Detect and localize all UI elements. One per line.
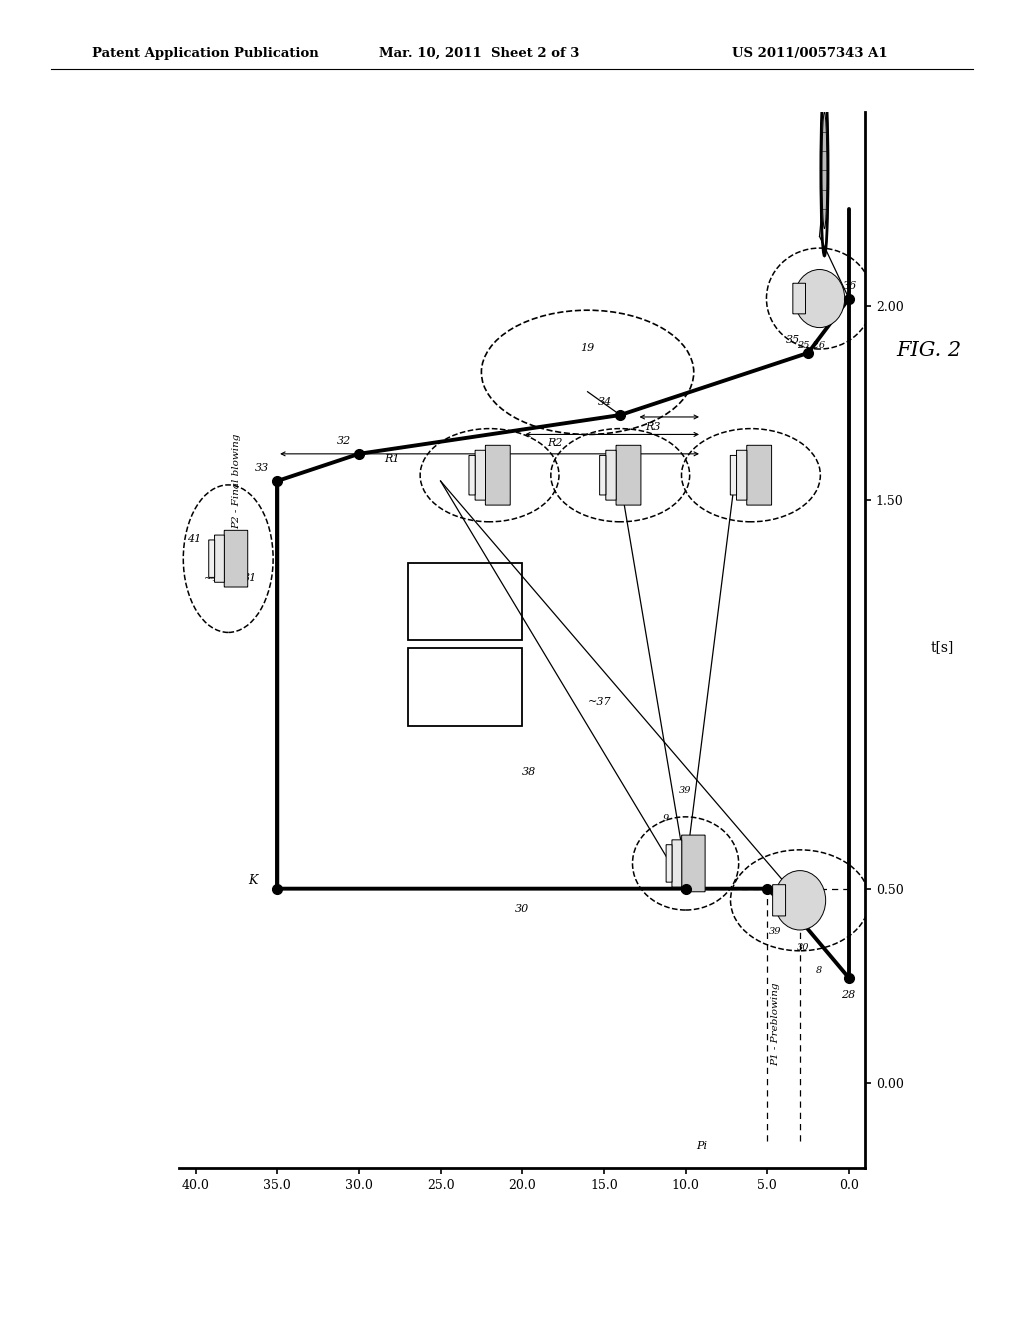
FancyBboxPatch shape — [209, 540, 215, 577]
Text: 41: 41 — [187, 535, 202, 544]
Text: R2: R2 — [547, 438, 562, 447]
Text: R1: R1 — [384, 454, 399, 463]
Text: 40: 40 — [678, 838, 690, 846]
Text: 34: 34 — [598, 397, 612, 408]
FancyBboxPatch shape — [672, 840, 682, 887]
Text: Patent Application Publication: Patent Application Publication — [92, 46, 318, 59]
Text: 8: 8 — [816, 966, 822, 975]
Text: 31: 31 — [244, 573, 258, 583]
FancyBboxPatch shape — [600, 455, 606, 495]
Text: Pi: Pi — [696, 1140, 708, 1151]
Text: 30: 30 — [797, 942, 809, 952]
FancyBboxPatch shape — [469, 455, 475, 495]
FancyBboxPatch shape — [793, 284, 806, 314]
Text: 33: 33 — [255, 463, 269, 474]
FancyBboxPatch shape — [682, 836, 706, 892]
Text: K: K — [248, 874, 258, 887]
Text: 28: 28 — [841, 990, 855, 999]
FancyBboxPatch shape — [485, 445, 510, 506]
Point — [271, 880, 284, 896]
Text: 19: 19 — [581, 343, 595, 352]
FancyBboxPatch shape — [773, 884, 785, 916]
Y-axis label: t[s]: t[s] — [931, 640, 954, 655]
Ellipse shape — [774, 871, 825, 931]
Text: 32: 32 — [337, 436, 350, 446]
FancyBboxPatch shape — [746, 445, 772, 506]
Text: 25,26: 25,26 — [797, 341, 824, 350]
Text: 40: 40 — [755, 457, 767, 466]
Text: P1 - Preblowing: P1 - Preblowing — [771, 983, 780, 1067]
FancyBboxPatch shape — [667, 845, 672, 882]
FancyBboxPatch shape — [730, 455, 736, 495]
FancyBboxPatch shape — [224, 531, 248, 587]
Ellipse shape — [795, 269, 845, 327]
Text: R3: R3 — [645, 422, 660, 433]
Text: 29: 29 — [671, 871, 685, 880]
FancyBboxPatch shape — [736, 450, 746, 500]
Text: 23: 23 — [623, 455, 637, 466]
Text: ~37: ~37 — [588, 697, 611, 708]
FancyBboxPatch shape — [606, 450, 616, 500]
Bar — [408, 562, 522, 640]
FancyBboxPatch shape — [215, 535, 224, 582]
Text: ~27: ~27 — [489, 457, 510, 466]
Text: E: E — [751, 455, 758, 466]
Text: P2 - Final blowing: P2 - Final blowing — [231, 433, 241, 529]
Text: US 2011/0057343 A1: US 2011/0057343 A1 — [732, 46, 888, 59]
Text: 36: 36 — [843, 281, 857, 290]
FancyBboxPatch shape — [475, 450, 485, 500]
Text: Mar. 10, 2011  Sheet 2 of 3: Mar. 10, 2011 Sheet 2 of 3 — [379, 46, 580, 59]
Text: 39: 39 — [769, 928, 781, 936]
Text: 39: 39 — [679, 787, 692, 796]
Circle shape — [822, 112, 827, 228]
Text: 38: 38 — [522, 767, 537, 777]
Text: FIG. 2: FIG. 2 — [896, 342, 962, 360]
FancyBboxPatch shape — [616, 445, 641, 506]
Point — [271, 473, 284, 488]
Text: 30: 30 — [515, 904, 529, 915]
Text: 35: 35 — [785, 335, 800, 345]
Text: B: B — [787, 904, 796, 915]
Text: ~40: ~40 — [204, 574, 224, 582]
Text: 9: 9 — [663, 814, 670, 824]
Bar — [408, 648, 522, 726]
